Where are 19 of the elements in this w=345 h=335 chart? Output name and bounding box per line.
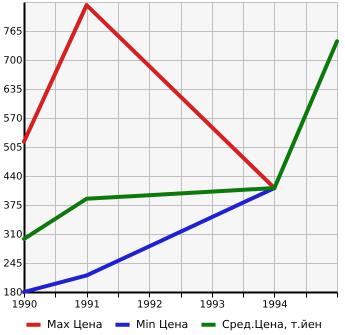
legend-label: Сред.Цена, т.йен — [222, 318, 322, 331]
y-tick-label: 700 — [3, 56, 22, 66]
y-tick-label: 245 — [3, 258, 22, 270]
y-tick-label: 375 — [3, 200, 22, 212]
y-tick-label: 765 — [3, 26, 22, 38]
y-tick-label: 570 — [3, 114, 22, 124]
x-tick-label: 1990 — [12, 300, 38, 310]
legend-label: Max Цена — [47, 318, 102, 331]
x-tick-label: 1992 — [136, 300, 162, 310]
y-tick-label: 505 — [3, 142, 22, 154]
y-tick-label: 635 — [3, 84, 22, 96]
y-tick-label: 310 — [3, 230, 22, 240]
x-tick-label: 1994 — [262, 300, 288, 310]
legend-label: Min Цена — [136, 318, 188, 331]
y-tick-label: 440 — [3, 172, 22, 182]
y-tick-label: 180 — [3, 288, 22, 298]
line-series — [22, 39, 339, 241]
x-tick-label: 1991 — [74, 300, 100, 310]
x-tick-label: 1993 — [200, 300, 226, 310]
